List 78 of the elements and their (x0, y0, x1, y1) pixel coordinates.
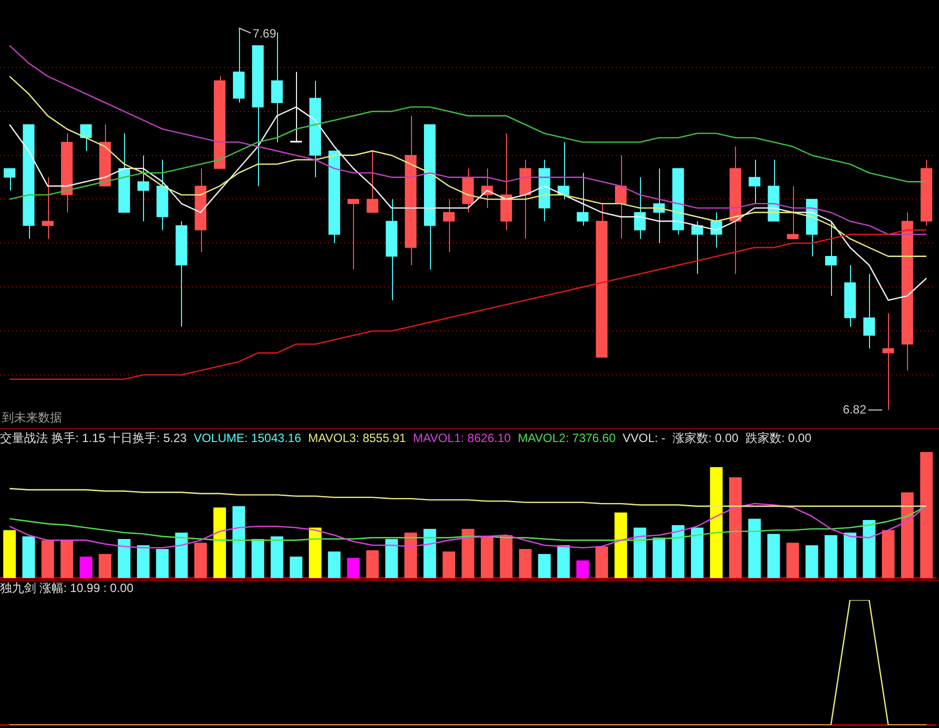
bar (136, 545, 150, 578)
bar (462, 528, 474, 578)
bar (634, 528, 646, 578)
candlestick (290, 71, 302, 143)
text: MAVOL1: 8626.10 (412, 431, 511, 445)
bar (442, 552, 456, 578)
candlestick (614, 154, 627, 240)
bar (308, 528, 322, 578)
bar (767, 534, 780, 578)
candlestick (4, 168, 16, 191)
bar (80, 556, 92, 578)
bar (901, 492, 914, 578)
bar (500, 535, 513, 578)
bar (252, 538, 264, 578)
bar (22, 536, 35, 578)
bar (423, 528, 436, 578)
candlestick (786, 186, 799, 240)
candlestick (366, 150, 378, 213)
candlestick (863, 273, 875, 350)
bar (175, 532, 188, 578)
text: VOLUME: 15043.16 (194, 431, 302, 445)
bar (290, 556, 302, 578)
bar (3, 530, 16, 578)
bar (480, 536, 494, 578)
candlestick (825, 220, 837, 296)
candlestick (882, 312, 894, 410)
chart-title: 交量战法 换手: 1.15 十日换手: 5.23 (0, 430, 187, 446)
bar (862, 520, 876, 578)
annotation: 6.82 (842, 402, 867, 416)
candlestick (80, 124, 92, 152)
bar (595, 546, 608, 578)
chart-title: 独九剑 涨幅: 10.99 : 0.00 (0, 580, 134, 597)
bar (366, 550, 379, 578)
candlestick (137, 154, 150, 222)
bar (213, 507, 226, 578)
bar (786, 542, 800, 578)
bar (652, 538, 666, 578)
bar (60, 540, 74, 578)
bar (614, 512, 628, 578)
bar (729, 477, 742, 578)
bar (748, 518, 761, 578)
text: 涨家数: 0.00 (672, 430, 738, 446)
bar (920, 452, 933, 578)
candlestick (634, 176, 646, 240)
bar (156, 549, 169, 578)
candlestick (558, 142, 570, 200)
candlestick (576, 172, 588, 226)
bar (270, 536, 284, 578)
bar (98, 554, 112, 578)
bar (385, 538, 398, 578)
bar (844, 532, 856, 578)
bar (710, 467, 723, 578)
bar (404, 532, 417, 578)
bar (41, 540, 54, 578)
annotation: 7.69 (252, 26, 276, 40)
text: MAVOL2: 7376.60 (518, 431, 616, 445)
bar (519, 549, 532, 578)
bar (538, 554, 551, 578)
text: VVOL: - (622, 431, 666, 445)
bar (232, 506, 246, 578)
bar (118, 538, 130, 578)
bar (882, 530, 895, 578)
bar (194, 542, 207, 578)
bar (328, 552, 341, 578)
bar (806, 545, 818, 578)
text: 到未来数据 (2, 410, 62, 424)
bar (576, 560, 589, 578)
bar (672, 525, 684, 578)
candlestick (443, 198, 455, 252)
candlestick (42, 176, 54, 240)
candlestick (748, 159, 760, 204)
bar (824, 535, 838, 578)
text: 跌家数: 0.00 (745, 430, 812, 446)
candlestick (348, 198, 360, 270)
bar (557, 545, 570, 578)
text: MAVOL3: 8555.91 (308, 431, 406, 445)
bar (690, 528, 704, 578)
bar (347, 558, 360, 578)
